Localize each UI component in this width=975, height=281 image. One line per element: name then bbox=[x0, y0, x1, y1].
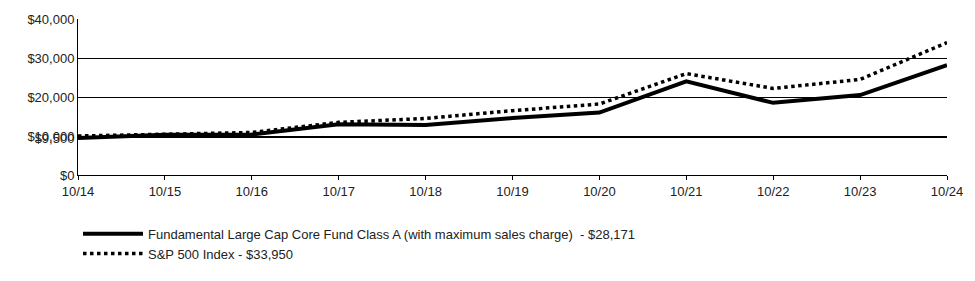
svg-text:10/24: 10/24 bbox=[931, 184, 964, 199]
svg-text:10/19: 10/19 bbox=[496, 184, 529, 199]
svg-text:$20,000: $20,000 bbox=[27, 90, 74, 105]
svg-text:10/15: 10/15 bbox=[149, 184, 182, 199]
svg-text:10/23: 10/23 bbox=[844, 184, 877, 199]
svg-text:10/20: 10/20 bbox=[583, 184, 616, 199]
svg-text:10/16: 10/16 bbox=[236, 184, 269, 199]
svg-text:10/21: 10/21 bbox=[670, 184, 703, 199]
svg-text:S&P 500 Index - $33,950: S&P 500 Index - $33,950 bbox=[148, 247, 293, 262]
svg-text:10/22: 10/22 bbox=[757, 184, 790, 199]
svg-text:$0: $0 bbox=[60, 168, 74, 183]
svg-text:$40,000: $40,000 bbox=[27, 12, 74, 27]
svg-text:10/18: 10/18 bbox=[409, 184, 442, 199]
svg-text:$9,500: $9,500 bbox=[35, 131, 75, 146]
svg-text:$10,000: $10,000 bbox=[27, 129, 74, 144]
svg-text:10/14: 10/14 bbox=[62, 184, 95, 199]
svg-text:10/17: 10/17 bbox=[322, 184, 355, 199]
svg-text:Fundamental Large Cap Core Fun: Fundamental Large Cap Core Fund Class A … bbox=[148, 227, 635, 242]
svg-text:$30,000: $30,000 bbox=[27, 51, 74, 66]
